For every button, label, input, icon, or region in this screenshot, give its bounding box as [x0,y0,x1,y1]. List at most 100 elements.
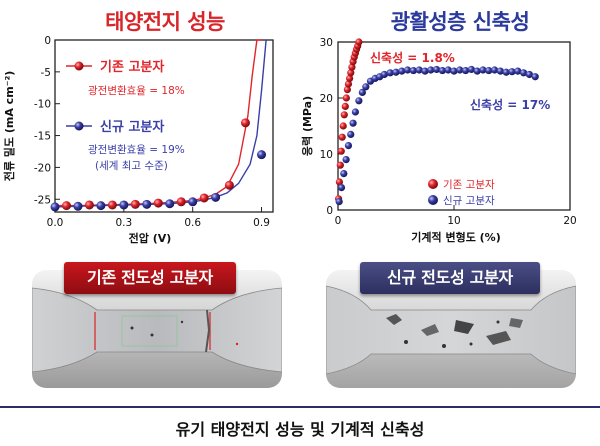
ss-data-point [502,68,510,76]
jv-y-tick-label: -20 [34,162,51,174]
old-polymer-film-photo [32,270,282,388]
ss-data-point [520,69,528,77]
jv-y-tick-label: 0 [44,35,51,47]
ss-data-point [348,63,356,71]
ss-data-point [339,122,347,130]
ss-data-point [450,67,458,75]
right-panel-title: 광활성층 신축성 [390,10,530,34]
ss-y-tick-label: 20 [320,93,333,105]
ss-data-point [346,74,354,82]
stress-strain-chart: 0 10 20 30 0 10 20 신축성 = 1.8% 신축성 = 17% 기존 고분… [301,37,577,244]
caption-divider [0,406,600,408]
ss-data-point [491,66,499,74]
new-polymer-badge: 신규 전도성 고분자 [360,262,540,294]
ss-data-point [462,66,470,75]
jv-y-tick-label: -10 [34,99,51,111]
ss-y-tick-label: 30 [320,37,333,49]
ss-data-point [358,88,366,96]
jv-data-point [257,150,267,160]
ss-data-point [456,66,464,74]
ss-y-tick-label: 0 [326,205,333,217]
jv-legend: 기존 고분자 광전변환효율 = 18% 신규 고분자 광전변환효율 = 19% … [66,60,185,172]
ss-data-point [343,86,351,94]
ss-data-point [433,65,441,74]
jv-data-point [165,199,175,209]
jv-legend-new-label: 신규 고분자 [100,120,164,135]
ss-data-point [342,156,350,164]
ss-data-point [336,161,344,169]
ss-data-point [338,133,346,141]
ss-data-point [531,73,539,81]
ss-data-point [479,66,487,74]
ss-y-tick-label: 10 [320,149,333,161]
ss-data-point [362,83,370,91]
ss-legend-old-label: 기존 고분자 [443,179,495,191]
jv-y-tick-label: -15 [34,131,51,143]
figure-caption: 유기 태양전지 성능 및 기계적 신축성 [175,420,425,439]
ss-legend: 기존 고분자 신규 고분자 [428,179,495,207]
jv-x-tick-label: 0.9 [253,217,270,229]
ss-data-point [337,147,345,155]
ss-data-point [398,67,406,75]
jv-data-point [84,200,94,210]
ss-data-point [341,102,349,110]
ss-data-point [392,68,400,76]
ss-data-point [335,178,343,186]
ss-data-point [347,130,355,138]
ss-legend-new-label: 신규 고분자 [443,195,495,207]
jv-data-point [96,201,106,211]
ss-data-point [335,198,343,206]
ss-data-point [473,67,481,75]
ss-data-point [386,69,394,77]
jv-data-point [188,197,198,207]
ss-data-point [342,94,350,102]
ss-x-axis-label: 기계적 변형도 (%) [411,230,500,244]
jv-data-point [61,201,71,211]
ss-data-point [415,66,423,74]
jv-data-point [199,193,209,203]
ss-data-point [347,69,355,77]
jv-curve-chart: 0 -5 -10 -15 -20 -25 0.0 0.3 0.6 0.9 전압 (V) 전류 밀… [2,35,274,245]
jv-data-point [224,180,234,190]
ss-y-axis-label: 응력 (MPa) [301,96,314,156]
ss-x-tick-label: 20 [563,215,576,227]
ss-data-point [496,67,504,75]
jv-y-tick-label: -5 [41,67,51,79]
ss-annotation-new: 신축성 = 17% [470,97,550,112]
jv-legend-new-note2: (세계 최고 수준) [95,160,168,172]
ss-x-tick-label: 0 [335,215,342,227]
ss-data-point [351,108,359,116]
jv-plot-frame [54,39,274,213]
ss-data-point [344,142,353,150]
jv-data-point [130,199,140,209]
ss-annotation-old: 신축성 = 1.8% [370,50,455,65]
jv-data-point [176,197,186,207]
ss-data-point [337,184,346,192]
jv-y-tick-label: -25 [34,194,51,206]
jv-y-axis-label: 전류 밀도 (mA cm⁻²) [2,71,16,182]
ss-data-point [485,66,493,75]
ss-data-point [355,97,363,105]
ss-x-tick-label: 10 [447,215,460,227]
ss-data-point [508,68,516,76]
jv-data-point [50,202,60,212]
ss-data-point [421,67,429,75]
ss-data-point [340,170,348,178]
ss-data-point [427,66,435,74]
ss-data-point [525,70,533,79]
jv-legend-new-note: 광전변환효율 = 19% [88,144,185,156]
ss-data-point [349,119,357,127]
old-polymer-badge: 기존 전도성 고분자 [64,262,236,294]
ss-data-point [340,111,348,119]
jv-legend-old-label: 기존 고분자 [100,60,164,75]
jv-data-point [119,200,129,210]
jv-data-point [211,192,221,202]
jv-data-point [142,199,152,209]
ss-data-point [355,38,363,46]
left-panel-title: 태양전지 성능 [105,10,225,34]
ss-data-point [444,66,452,74]
ss-data-point [409,66,417,75]
jv-x-tick-label: 0.6 [184,217,201,229]
jv-x-tick-label: 0.3 [115,217,132,229]
jv-data-point [107,200,117,210]
